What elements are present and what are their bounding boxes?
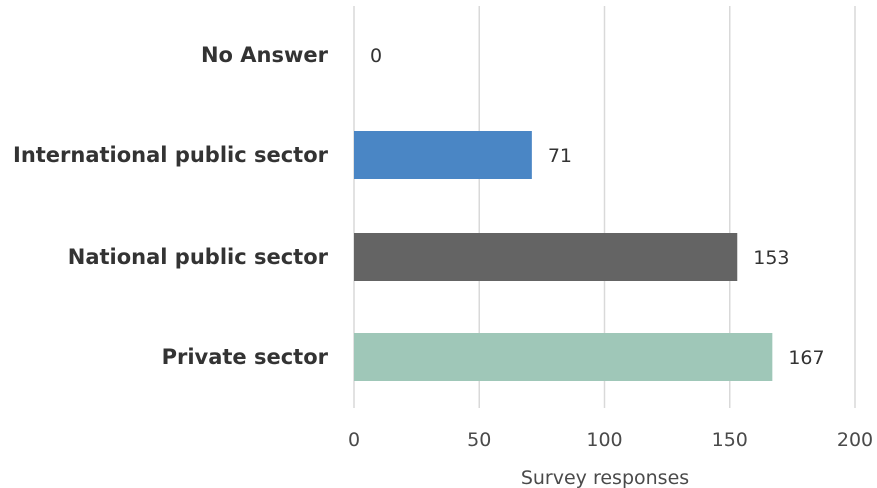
category-label: Private sector [162, 345, 329, 369]
x-tick-label: 0 [348, 429, 360, 451]
category-label: National public sector [68, 245, 329, 269]
bar-national-public-sector [354, 233, 738, 281]
x-tick-label: 150 [712, 429, 748, 451]
value-labels: 0 71 153 167 [370, 45, 825, 369]
data-label: 153 [753, 247, 789, 269]
bars [354, 131, 773, 381]
x-tick-label: 100 [586, 429, 622, 451]
x-axis-title: Survey responses [521, 467, 689, 488]
bar-private-sector [354, 333, 773, 381]
data-label: 0 [370, 45, 382, 67]
bar-international-public-sector [354, 131, 532, 179]
x-tick-label: 200 [837, 429, 873, 451]
category-label: No Answer [201, 43, 329, 67]
data-label: 71 [548, 145, 572, 167]
x-tick-labels: 0 50 100 150 200 [348, 429, 873, 451]
category-labels: No Answer International public sector Nati… [13, 43, 329, 369]
data-label: 167 [788, 347, 824, 369]
x-tick-label: 50 [467, 429, 491, 451]
category-label: International public sector [13, 143, 329, 167]
